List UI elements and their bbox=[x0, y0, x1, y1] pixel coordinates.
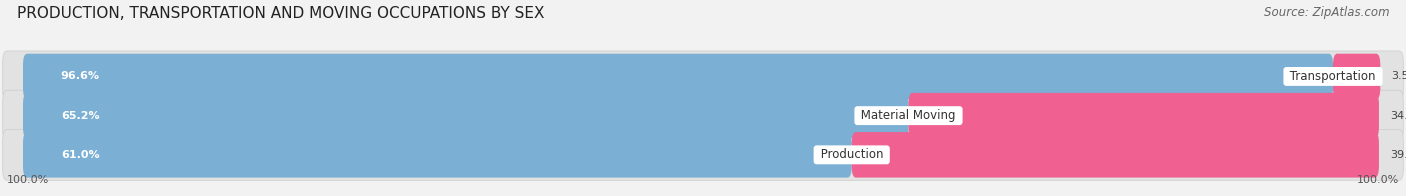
Text: 65.2%: 65.2% bbox=[60, 111, 100, 121]
Text: Production: Production bbox=[817, 148, 887, 161]
Text: Transportation: Transportation bbox=[1286, 70, 1379, 83]
FancyBboxPatch shape bbox=[22, 93, 908, 138]
Text: 34.8%: 34.8% bbox=[1389, 111, 1406, 121]
FancyBboxPatch shape bbox=[1333, 54, 1381, 99]
Text: Source: ZipAtlas.com: Source: ZipAtlas.com bbox=[1264, 6, 1389, 19]
Text: 61.0%: 61.0% bbox=[60, 150, 100, 160]
Text: Material Moving: Material Moving bbox=[858, 109, 960, 122]
FancyBboxPatch shape bbox=[3, 51, 1403, 102]
Text: 39.0%: 39.0% bbox=[1389, 150, 1406, 160]
Text: 3.5%: 3.5% bbox=[1391, 71, 1406, 82]
FancyBboxPatch shape bbox=[852, 132, 1379, 178]
FancyBboxPatch shape bbox=[908, 93, 1379, 138]
FancyBboxPatch shape bbox=[3, 129, 1403, 180]
FancyBboxPatch shape bbox=[22, 132, 852, 178]
Text: 100.0%: 100.0% bbox=[7, 175, 49, 185]
FancyBboxPatch shape bbox=[3, 90, 1403, 141]
Text: 96.6%: 96.6% bbox=[60, 71, 100, 82]
Text: 100.0%: 100.0% bbox=[1357, 175, 1399, 185]
FancyBboxPatch shape bbox=[22, 54, 1333, 99]
Text: PRODUCTION, TRANSPORTATION AND MOVING OCCUPATIONS BY SEX: PRODUCTION, TRANSPORTATION AND MOVING OC… bbox=[17, 6, 544, 21]
